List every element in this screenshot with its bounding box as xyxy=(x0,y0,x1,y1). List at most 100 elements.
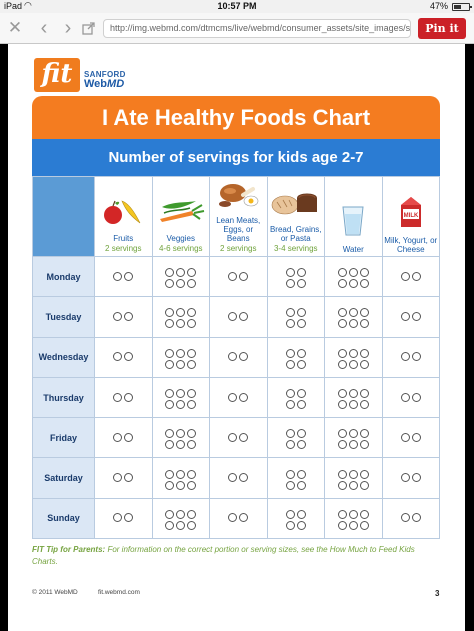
serving-checkbox[interactable] xyxy=(113,311,123,321)
serving-checkbox[interactable] xyxy=(165,440,175,450)
serving-checkbox[interactable] xyxy=(296,359,306,369)
serving-checkbox[interactable] xyxy=(359,429,369,439)
serving-checkbox[interactable] xyxy=(239,473,249,483)
serving-checkbox[interactable] xyxy=(296,268,306,278)
serving-checkbox[interactable] xyxy=(176,400,186,410)
serving-checkbox[interactable] xyxy=(165,389,175,399)
serving-checkbox[interactable] xyxy=(176,268,186,278)
serving-checkbox[interactable] xyxy=(165,279,175,289)
serving-checkbox[interactable] xyxy=(239,432,249,442)
serving-checkbox[interactable] xyxy=(113,432,123,442)
serving-checkbox[interactable] xyxy=(187,348,197,358)
serving-checkbox[interactable] xyxy=(337,429,347,439)
serving-checkbox[interactable] xyxy=(176,509,186,519)
serving-checkbox[interactable] xyxy=(359,440,369,450)
serving-checkbox[interactable] xyxy=(176,389,186,399)
serving-checkbox[interactable] xyxy=(187,520,197,530)
serving-checkbox[interactable] xyxy=(113,513,123,523)
serving-checkbox[interactable] xyxy=(348,308,358,318)
serving-checkbox[interactable] xyxy=(348,268,358,278)
serving-checkbox[interactable] xyxy=(296,348,306,358)
serving-checkbox[interactable] xyxy=(124,513,134,523)
serving-checkbox[interactable] xyxy=(228,473,238,483)
serving-checkbox[interactable] xyxy=(348,469,358,479)
serving-checkbox[interactable] xyxy=(348,440,358,450)
back-icon[interactable]: ‹ xyxy=(40,17,48,39)
serving-checkbox[interactable] xyxy=(165,480,175,490)
serving-checkbox[interactable] xyxy=(296,509,306,519)
serving-checkbox[interactable] xyxy=(228,271,238,281)
serving-checkbox[interactable] xyxy=(400,473,410,483)
serving-checkbox[interactable] xyxy=(359,348,369,358)
serving-checkbox[interactable] xyxy=(285,279,295,289)
serving-checkbox[interactable] xyxy=(124,392,134,402)
serving-checkbox[interactable] xyxy=(285,440,295,450)
serving-checkbox[interactable] xyxy=(176,469,186,479)
serving-checkbox[interactable] xyxy=(411,352,421,362)
serving-checkbox[interactable] xyxy=(176,279,186,289)
serving-checkbox[interactable] xyxy=(359,359,369,369)
serving-checkbox[interactable] xyxy=(176,480,186,490)
serving-checkbox[interactable] xyxy=(285,509,295,519)
serving-checkbox[interactable] xyxy=(187,480,197,490)
serving-checkbox[interactable] xyxy=(348,520,358,530)
serving-checkbox[interactable] xyxy=(411,513,421,523)
serving-checkbox[interactable] xyxy=(285,268,295,278)
serving-checkbox[interactable] xyxy=(337,268,347,278)
serving-checkbox[interactable] xyxy=(165,429,175,439)
serving-checkbox[interactable] xyxy=(165,469,175,479)
serving-checkbox[interactable] xyxy=(359,279,369,289)
serving-checkbox[interactable] xyxy=(176,440,186,450)
serving-checkbox[interactable] xyxy=(285,389,295,399)
serving-checkbox[interactable] xyxy=(348,319,358,329)
serving-checkbox[interactable] xyxy=(239,352,249,362)
serving-checkbox[interactable] xyxy=(124,311,134,321)
serving-checkbox[interactable] xyxy=(285,480,295,490)
serving-checkbox[interactable] xyxy=(187,308,197,318)
serving-checkbox[interactable] xyxy=(400,432,410,442)
serving-checkbox[interactable] xyxy=(165,520,175,530)
serving-checkbox[interactable] xyxy=(348,400,358,410)
serving-checkbox[interactable] xyxy=(165,509,175,519)
serving-checkbox[interactable] xyxy=(176,348,186,358)
serving-checkbox[interactable] xyxy=(285,520,295,530)
serving-checkbox[interactable] xyxy=(187,440,197,450)
serving-checkbox[interactable] xyxy=(337,509,347,519)
serving-checkbox[interactable] xyxy=(400,513,410,523)
serving-checkbox[interactable] xyxy=(228,352,238,362)
serving-checkbox[interactable] xyxy=(400,311,410,321)
serving-checkbox[interactable] xyxy=(187,509,197,519)
serving-checkbox[interactable] xyxy=(124,473,134,483)
serving-checkbox[interactable] xyxy=(239,513,249,523)
serving-checkbox[interactable] xyxy=(337,319,347,329)
serving-checkbox[interactable] xyxy=(187,469,197,479)
serving-checkbox[interactable] xyxy=(359,480,369,490)
serving-checkbox[interactable] xyxy=(165,319,175,329)
serving-checkbox[interactable] xyxy=(337,469,347,479)
serving-checkbox[interactable] xyxy=(359,469,369,479)
serving-checkbox[interactable] xyxy=(187,319,197,329)
serving-checkbox[interactable] xyxy=(285,400,295,410)
serving-checkbox[interactable] xyxy=(187,268,197,278)
serving-checkbox[interactable] xyxy=(285,429,295,439)
serving-checkbox[interactable] xyxy=(337,520,347,530)
forward-icon[interactable]: › xyxy=(64,17,72,39)
serving-checkbox[interactable] xyxy=(411,311,421,321)
url-field[interactable]: http://img.webmd.com/dtmcms/live/webmd/c… xyxy=(103,19,411,38)
serving-checkbox[interactable] xyxy=(296,469,306,479)
serving-checkbox[interactable] xyxy=(359,509,369,519)
serving-checkbox[interactable] xyxy=(239,392,249,402)
serving-checkbox[interactable] xyxy=(124,352,134,362)
serving-checkbox[interactable] xyxy=(348,509,358,519)
serving-checkbox[interactable] xyxy=(285,319,295,329)
serving-checkbox[interactable] xyxy=(411,392,421,402)
serving-checkbox[interactable] xyxy=(176,308,186,318)
serving-checkbox[interactable] xyxy=(165,268,175,278)
serving-checkbox[interactable] xyxy=(359,520,369,530)
serving-checkbox[interactable] xyxy=(296,429,306,439)
serving-checkbox[interactable] xyxy=(113,352,123,362)
serving-checkbox[interactable] xyxy=(359,400,369,410)
serving-checkbox[interactable] xyxy=(296,279,306,289)
serving-checkbox[interactable] xyxy=(124,271,134,281)
serving-checkbox[interactable] xyxy=(165,400,175,410)
